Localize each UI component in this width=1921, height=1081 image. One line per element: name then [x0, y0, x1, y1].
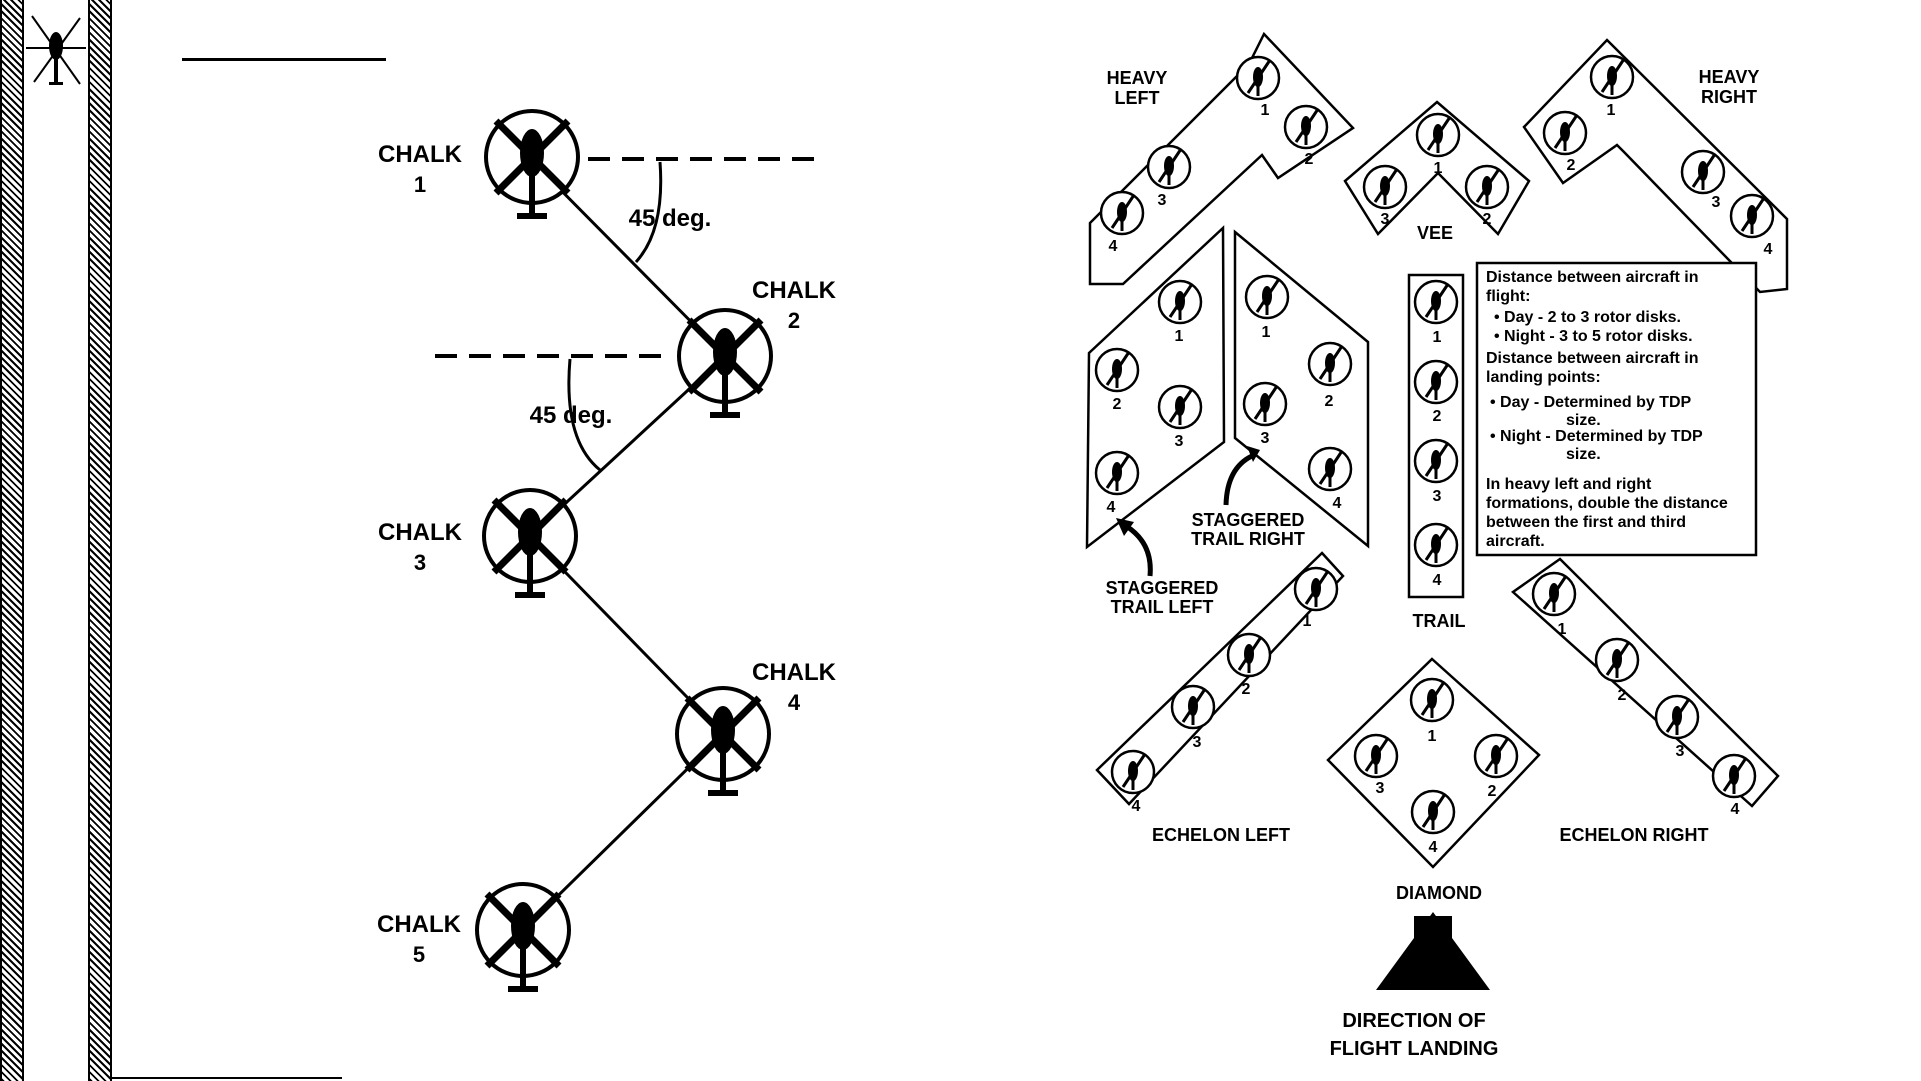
- info-line: size.: [1566, 446, 1601, 463]
- chalk-1-helicopter: [486, 111, 578, 219]
- heavy-left-title-line2: LEFT: [1115, 88, 1160, 108]
- info-line: between the first and third: [1486, 514, 1686, 531]
- chalk-2-helicopter: [679, 310, 771, 418]
- trail-title: TRAIL: [1413, 611, 1466, 631]
- svg-text:1: 1: [1175, 328, 1184, 345]
- chalk-5-number: 5: [413, 942, 425, 967]
- info-line: flight:: [1486, 288, 1530, 305]
- info-line: aircraft.: [1486, 533, 1545, 550]
- chalk-4-helicopter: [677, 688, 769, 796]
- chalk-3-number: 3: [414, 550, 426, 575]
- svg-text:3: 3: [1193, 734, 1202, 751]
- vee-title: VEE: [1417, 223, 1453, 243]
- svg-text:1: 1: [1428, 728, 1437, 745]
- staggered-trail-left-title-line2: TRAIL LEFT: [1111, 597, 1214, 617]
- reference-dashed-lines: [435, 157, 822, 472]
- svg-text:4: 4: [1109, 238, 1118, 255]
- echelon-left-outline: [1095, 551, 1345, 806]
- info-line: • Day - Determined by TDP: [1490, 394, 1692, 411]
- info-line: Distance between aircraft in: [1486, 269, 1699, 286]
- svg-text:1: 1: [1434, 160, 1443, 177]
- svg-text:2: 2: [1242, 681, 1251, 698]
- svg-text:1: 1: [1607, 102, 1616, 119]
- chalk-3-helicopter: [484, 490, 576, 598]
- angle-label-2: 45 deg.: [530, 402, 613, 429]
- heavy-right-title-line1: HEAVY: [1699, 67, 1760, 87]
- heavy-right-outline: [1522, 38, 1789, 294]
- echelon-left-title: ECHELON LEFT: [1152, 825, 1290, 845]
- svg-text:3: 3: [1175, 433, 1184, 450]
- left-hatched-border: [0, 0, 24, 1081]
- diamond-title: DIAMOND: [1396, 883, 1482, 903]
- heavy-left-title-line1: HEAVY: [1107, 68, 1168, 88]
- svg-text:1: 1: [1262, 324, 1271, 341]
- chalk-4-number: 4: [788, 690, 801, 715]
- info-line: In heavy left and right: [1486, 476, 1652, 493]
- diamond-outline: [1326, 657, 1541, 869]
- svg-text:3: 3: [1261, 430, 1270, 447]
- svg-text:2: 2: [1483, 211, 1492, 228]
- chalk-1-label: CHALK: [378, 141, 463, 168]
- svg-text:2: 2: [1618, 687, 1627, 704]
- svg-text:1: 1: [1433, 329, 1442, 346]
- direction-label-line1: DIRECTION OF: [1342, 1010, 1485, 1032]
- svg-text:4: 4: [1429, 839, 1438, 856]
- chalk-1-number: 1: [414, 172, 426, 197]
- bottom-rule: [112, 1077, 342, 1079]
- right-hatched-border: [88, 0, 112, 1081]
- info-line: • Day - 2 to 3 rotor disks.: [1494, 309, 1681, 326]
- svg-text:3: 3: [1376, 780, 1385, 797]
- direction-label-line2: FLIGHT LANDING: [1330, 1038, 1499, 1060]
- title-underline: [182, 58, 386, 61]
- info-line: landing points:: [1486, 369, 1601, 386]
- staggered-trail-right-title-line1: STAGGERED: [1192, 510, 1305, 530]
- info-line: • Night - Determined by TDP: [1490, 428, 1703, 445]
- svg-text:2: 2: [1433, 408, 1442, 425]
- svg-text:4: 4: [1731, 801, 1740, 818]
- svg-text:4: 4: [1107, 499, 1116, 516]
- staggered-arrows: [1116, 446, 1260, 577]
- echelon-right-outline: [1510, 557, 1780, 808]
- position-numbers: 1 2 3 4 1 2 3 1 2 3 4 1 2 3 4 1 2 3 4 1 …: [1107, 102, 1773, 856]
- svg-text:1: 1: [1558, 621, 1567, 638]
- angle-label-1: 45 deg.: [629, 205, 712, 232]
- helicopter-logo-icon: [26, 15, 86, 85]
- svg-text:1: 1: [1303, 613, 1312, 630]
- direction-arrow-icon: [1376, 912, 1490, 990]
- svg-text:4: 4: [1433, 572, 1442, 589]
- chalk-2-label: CHALK: [752, 277, 837, 304]
- info-line: formations, double the distance: [1486, 495, 1728, 512]
- heavy-left-outline: [1088, 31, 1355, 286]
- svg-text:2: 2: [1305, 151, 1314, 168]
- echelon-right-title: ECHELON RIGHT: [1559, 825, 1708, 845]
- svg-text:3: 3: [1712, 194, 1721, 211]
- svg-text:2: 2: [1325, 393, 1334, 410]
- chalk-4-label: CHALK: [752, 659, 837, 686]
- chalk-3-label: CHALK: [378, 519, 463, 546]
- svg-text:3: 3: [1676, 743, 1685, 760]
- svg-text:3: 3: [1433, 488, 1442, 505]
- info-line: size.: [1566, 412, 1601, 429]
- svg-text:2: 2: [1567, 157, 1576, 174]
- chalk-5-helicopter: [477, 884, 569, 992]
- staggered-trail-right-title-line2: TRAIL RIGHT: [1191, 529, 1305, 549]
- svg-text:2: 2: [1113, 396, 1122, 413]
- info-line: Distance between aircraft in: [1486, 350, 1699, 367]
- svg-text:1: 1: [1261, 102, 1270, 119]
- chalk-2-number: 2: [788, 308, 800, 333]
- svg-text:2: 2: [1488, 783, 1497, 800]
- info-box: [1475, 261, 1758, 557]
- staggered-trail-left-title-line1: STAGGERED: [1106, 578, 1219, 598]
- svg-text:4: 4: [1333, 495, 1342, 512]
- heavy-right-title-line2: RIGHT: [1701, 87, 1757, 107]
- info-line: • Night - 3 to 5 rotor disks.: [1494, 328, 1693, 345]
- svg-text:4: 4: [1764, 241, 1773, 258]
- svg-text:3: 3: [1158, 192, 1167, 209]
- chalk-5-label: CHALK: [377, 911, 462, 938]
- svg-text:4: 4: [1132, 798, 1141, 815]
- svg-text:3: 3: [1381, 211, 1390, 228]
